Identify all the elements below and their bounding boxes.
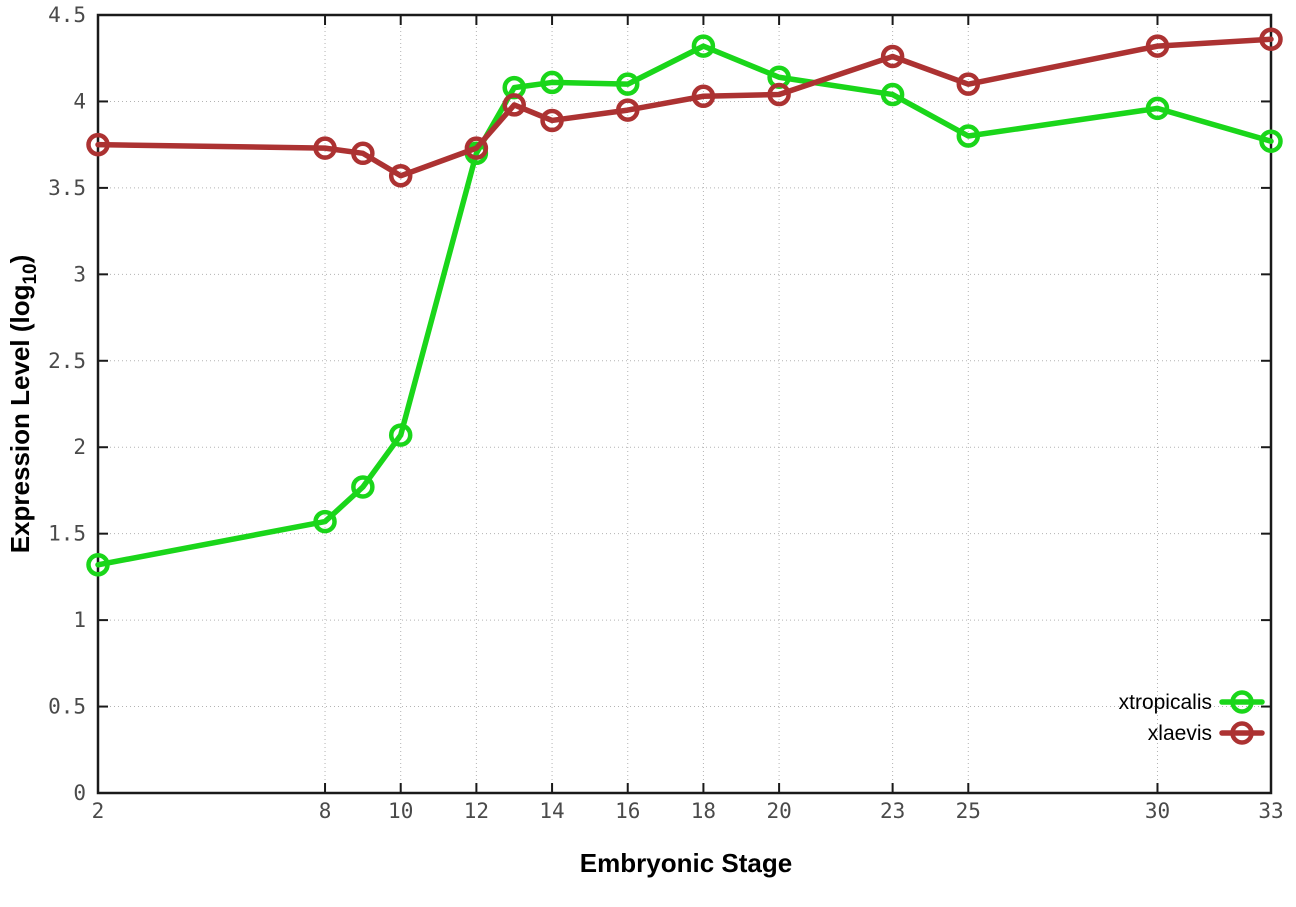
legend: xtropicalis xlaevis: [1119, 690, 1265, 745]
x-tick-label: 14: [539, 799, 564, 823]
y-tick-label: 1: [73, 608, 86, 632]
x-tick-label: 20: [766, 799, 791, 823]
series-line-xlaevis: [95, 36, 1274, 179]
x-tick-label: 30: [1145, 799, 1170, 823]
tick-labels: 2 8 10 12 14 16 18 20 23 25 30 33 0 0.5 1 1.5 2 2.5 3 3.5 4 4…: [48, 3, 1284, 823]
data-point-marker: [351, 475, 375, 499]
x-tick-label: 25: [956, 799, 981, 823]
y-axis-title-end: ): [5, 255, 35, 264]
y-tick-label: 4.5: [48, 3, 86, 27]
data-point-marker: [313, 509, 337, 534]
x-tick-label: 23: [880, 799, 905, 823]
data-point-marker: [956, 124, 981, 148]
legend-sample-marker-xlaevis: [1230, 721, 1254, 745]
data-point-marker: [1145, 96, 1170, 121]
data-point-marker: [351, 141, 375, 166]
y-axis-title: Expression Level (log10): [5, 255, 41, 554]
legend-label-xlaevis: xlaevis: [1148, 722, 1212, 745]
y-tick-label: 2.5: [48, 349, 86, 373]
y-tick-label: 3: [73, 262, 86, 286]
data-point-marker: [540, 70, 564, 95]
y-axis-title-main: Expression Level (log: [5, 285, 35, 554]
data-point-marker: [1259, 129, 1283, 153]
y-tick-label: 4: [73, 89, 86, 113]
x-tick-label: 12: [464, 799, 489, 823]
x-tick-label: 18: [691, 799, 716, 823]
y-tick-label: 2: [73, 435, 86, 459]
data-point-marker: [464, 136, 489, 160]
data-point-marker: [880, 44, 905, 69]
data-point-marker: [540, 108, 564, 133]
data-point-marker: [388, 423, 413, 447]
data-point-marker: [1145, 34, 1170, 58]
data-point-marker: [86, 132, 110, 157]
data-point-marker: [691, 84, 716, 109]
data-point-marker: [502, 93, 526, 117]
data-point-marker: [615, 98, 640, 122]
data-point-marker: [956, 72, 981, 96]
legend-label-xtropicalis: xtropicalis: [1119, 691, 1212, 714]
legend-sample-marker-xtropicalis: [1230, 690, 1254, 714]
plot-border: [96, 13, 1273, 795]
x-tick-label: 2: [92, 799, 105, 823]
y-tick-label: 3.5: [48, 176, 86, 200]
series-xtropicalis: [86, 34, 1283, 577]
data-point-marker: [880, 82, 905, 107]
x-tick-label: 33: [1258, 799, 1283, 823]
y-tick-label: 1.5: [48, 522, 86, 546]
data-point-marker: [691, 34, 716, 58]
tick-marks: [97, 14, 1272, 794]
data-point-marker: [313, 136, 337, 160]
y-axis-title-subscript: 10: [20, 263, 41, 284]
y-tick-label: 0.5: [48, 695, 86, 719]
data-point-marker: [86, 553, 110, 577]
x-tick-label: 8: [319, 799, 332, 823]
data-point-marker: [615, 72, 640, 96]
data-point-marker: [388, 164, 413, 188]
series-xlaevis: [86, 27, 1283, 188]
x-tick-label: 16: [615, 799, 640, 823]
series-line-xtropicalis: [95, 43, 1274, 568]
x-axis-title: Embryonic Stage: [580, 848, 792, 878]
data-point-marker: [767, 82, 791, 107]
grid-layer: [97, 14, 1272, 794]
x-tick-label: 10: [388, 799, 413, 823]
series-layer: [86, 27, 1283, 577]
data-point-marker: [1259, 27, 1283, 51]
y-tick-label: 0: [73, 781, 86, 805]
plot-border-box: [96, 13, 1273, 795]
